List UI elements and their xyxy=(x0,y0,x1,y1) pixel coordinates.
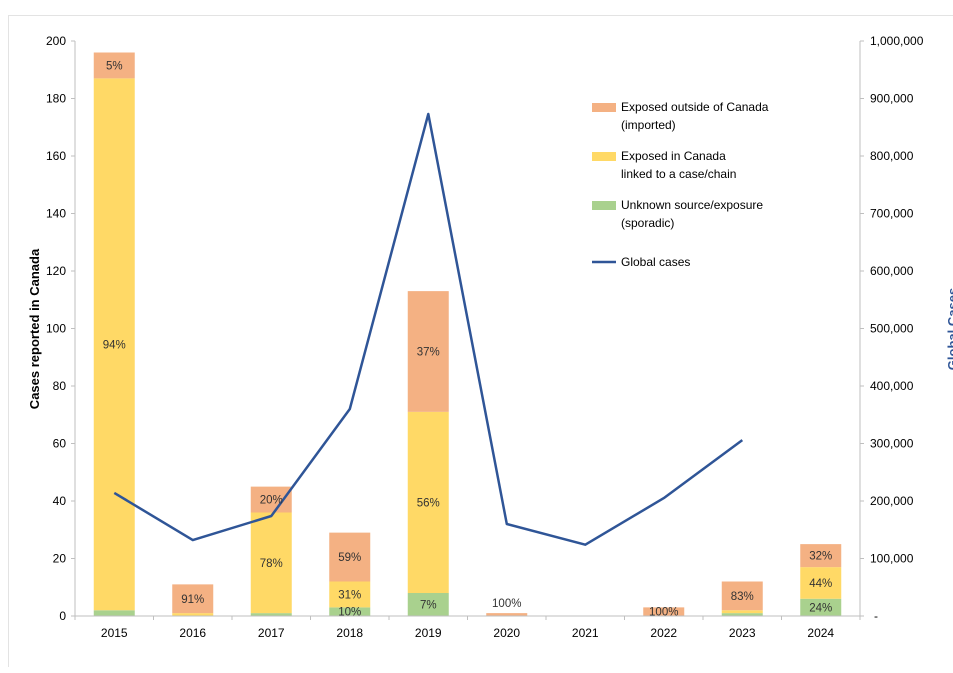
x-tick-label-2022: 2022 xyxy=(650,626,677,640)
seg-label-canada-2018: 31% xyxy=(338,589,361,601)
seg-label-unknown-2024: 24% xyxy=(809,602,832,614)
seg-label-canada-2017: 78% xyxy=(260,558,283,570)
bar-canada-2024 xyxy=(800,567,842,599)
left-tick-label-160: 160 xyxy=(46,149,66,163)
seg-label-canada-2015: 94% xyxy=(103,339,126,351)
x-tick-label-2018: 2018 xyxy=(336,626,363,640)
left-tick-labels: 0 20 40 60 80 100 120 140 160 180 200 xyxy=(46,34,75,623)
left-tick-label-40: 40 xyxy=(53,494,67,508)
legend-label-imported-line1: Exposed outside of Canada xyxy=(621,100,769,114)
bars-layer xyxy=(93,52,842,616)
left-tick-label-140: 140 xyxy=(46,207,66,221)
x-tick-label-2016: 2016 xyxy=(179,626,206,640)
bar-imported-2023 xyxy=(721,581,763,611)
left-tick-label-180: 180 xyxy=(46,92,66,106)
left-tick-label-20: 20 xyxy=(53,552,67,566)
bar-unknown-2019 xyxy=(407,593,449,616)
right-tick-label-4: 400,000 xyxy=(870,379,914,393)
x-tick-label-2023: 2023 xyxy=(729,626,756,640)
y-axis-title-right: Global Cases xyxy=(945,288,953,370)
legend-label-imported-line2: (imported) xyxy=(621,118,676,132)
x-tick-label-2017: 2017 xyxy=(258,626,285,640)
seg-label-imported-2015: 5% xyxy=(106,60,123,72)
legend-label-canada-line1: Exposed in Canada xyxy=(621,149,726,163)
bar-imported-2017 xyxy=(250,486,292,513)
bar-imported-2020 xyxy=(486,613,528,616)
segment-labels-layer: 94% 5% 91% 78% 20% 10% 31% 59% 7% 56% 37% 100% 100% 8… xyxy=(103,60,833,618)
seg-label-imported-2019: 37% xyxy=(417,347,440,359)
right-tick-label-10: 1,000,000 xyxy=(870,34,924,48)
seg-label-imported-2024: 32% xyxy=(809,551,832,563)
global-cases-line-layer xyxy=(113,112,744,546)
x-tick-label-2019: 2019 xyxy=(415,626,442,640)
bar-imported-2018 xyxy=(329,532,371,582)
seg-label-imported-2022: 100% xyxy=(649,607,678,619)
left-tick-label-100: 100 xyxy=(46,322,66,336)
seg-label-canada-2019: 56% xyxy=(417,497,440,509)
bar-canada-2018 xyxy=(329,581,371,608)
seg-label-canada-2024: 44% xyxy=(809,578,832,590)
legend-label-unknown-line1: Unknown source/exposure xyxy=(621,198,763,212)
y-axis-title: Cases reported in Canada xyxy=(27,248,42,409)
bar-canada-2023 xyxy=(721,610,763,614)
bar-unknown-2024 xyxy=(800,598,842,616)
legend-swatch-canada xyxy=(592,152,616,161)
axes-layer xyxy=(74,41,861,617)
right-tick-labels: - 100,000 200,000 300,000 400,000 500,000 600,… xyxy=(860,34,924,623)
seg-label-imported-2023: 83% xyxy=(731,591,754,603)
bar-unknown-2023 xyxy=(721,613,763,616)
seg-label-imported-2020: 100% xyxy=(492,598,521,610)
right-tick-label-7: 700,000 xyxy=(870,207,914,221)
seg-label-imported-2018: 59% xyxy=(338,552,361,564)
right-tick-label-5: 500,000 xyxy=(870,322,914,336)
bar-canada-2017 xyxy=(250,512,292,614)
right-tick-label-2: 200,000 xyxy=(870,494,914,508)
right-tick-label-3: 300,000 xyxy=(870,437,914,451)
left-tick-label-0: 0 xyxy=(59,609,66,623)
x-tick-label-2015: 2015 xyxy=(101,626,128,640)
left-tick-label-60: 60 xyxy=(53,437,67,451)
left-tick-label-200: 200 xyxy=(46,34,66,48)
bar-canada-2015 xyxy=(93,78,135,611)
seg-label-unknown-2019: 7% xyxy=(420,600,437,612)
legend-label-canada-line2: linked to a case/chain xyxy=(621,167,736,181)
seg-label-imported-2017: 20% xyxy=(260,495,283,507)
bar-imported-2022 xyxy=(643,607,685,616)
left-tick-label-80: 80 xyxy=(53,379,67,393)
x-tick-label-2021: 2021 xyxy=(572,626,599,640)
bar-imported-2016 xyxy=(172,584,214,614)
right-tick-label-9: 900,000 xyxy=(870,92,914,106)
bar-imported-2019 xyxy=(407,291,449,412)
bar-imported-2015 xyxy=(93,52,135,79)
chart-frame xyxy=(8,15,953,667)
legend: Exposed outside of Canada (imported) Expos… xyxy=(592,100,769,269)
right-tick-label-1: 100,000 xyxy=(870,552,914,566)
legend-swatch-unknown xyxy=(592,201,616,210)
legend-label-unknown-line2: (sporadic) xyxy=(621,216,674,230)
x-tick-label-2024: 2024 xyxy=(807,626,834,640)
bar-imported-2024 xyxy=(800,544,842,568)
x-tick-label-2020: 2020 xyxy=(493,626,520,640)
bar-canada-2016 xyxy=(172,613,214,616)
right-tick-label-8: 800,000 xyxy=(870,149,914,163)
bar-canada-2019 xyxy=(407,411,449,593)
right-tick-label-0: - xyxy=(874,609,878,623)
bar-unknown-2017 xyxy=(250,613,292,616)
legend-swatch-imported xyxy=(592,103,616,112)
bar-unknown-2018 xyxy=(329,607,371,616)
seg-label-imported-2016: 91% xyxy=(181,594,204,606)
x-tick-labels: 2015 2016 2017 2018 2019 2020 2021 2022 2023 2024 xyxy=(74,616,861,640)
right-tick-label-6: 600,000 xyxy=(870,264,914,278)
seg-label-unknown-2018: 10% xyxy=(338,607,361,619)
bar-unknown-2015 xyxy=(93,610,135,616)
legend-label-global-cases: Global cases xyxy=(621,255,690,269)
left-tick-label-120: 120 xyxy=(46,264,66,278)
